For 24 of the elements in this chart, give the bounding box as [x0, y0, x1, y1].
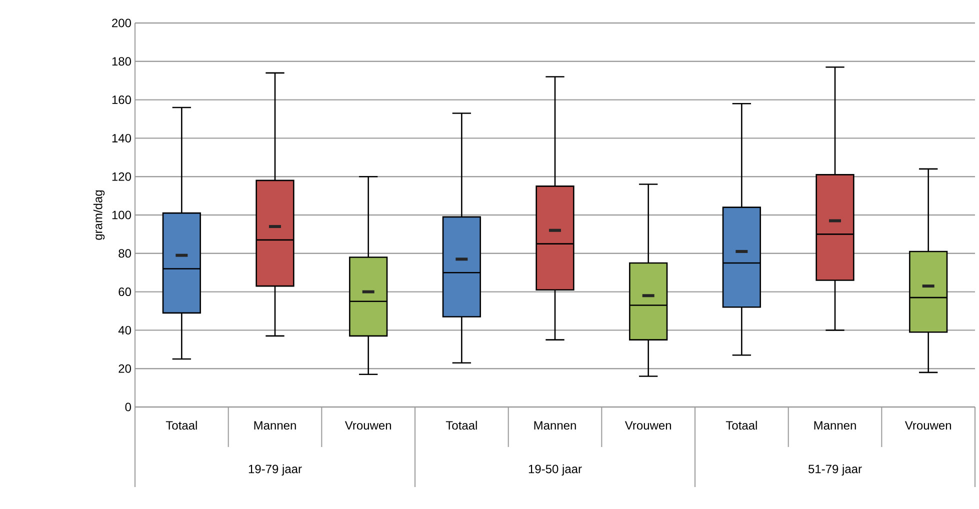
y-tick-label: 180 — [112, 57, 132, 66]
x-tick-label: Totaal — [726, 420, 757, 430]
y-tick-label: 0 — [125, 402, 132, 412]
y-tick-label: 160 — [112, 96, 132, 104]
text: 51-79 jaar — [808, 464, 862, 476]
x-tick-label: Totaal — [446, 420, 477, 430]
x-tick-label: Mannen — [534, 421, 576, 430]
x-tick-label: Mannen — [254, 421, 296, 430]
y-axis-title: gram/dag — [93, 190, 105, 240]
text: 19-79 jaar — [248, 464, 302, 476]
y-tick-label: 80 — [118, 249, 132, 258]
x-tick-label: Mannen — [814, 421, 856, 430]
y-tick-label: 60 — [118, 288, 132, 296]
x-tick-label: Vrouwen — [344, 421, 392, 430]
text: 19-50 jaar — [528, 464, 582, 476]
y-tick-label: 40 — [118, 326, 132, 334]
y-tick-label: 200 — [112, 18, 132, 28]
y-tick-label: 100 — [112, 210, 132, 220]
y-tick-label: 120 — [112, 172, 132, 181]
y-tick-label: 140 — [112, 134, 132, 142]
x-tick-label: Vrouwen — [904, 421, 952, 430]
y-tick-label: 20 — [118, 364, 132, 373]
x-tick-label: Vrouwen — [624, 421, 672, 430]
x-tick-label: Totaal — [166, 420, 197, 430]
